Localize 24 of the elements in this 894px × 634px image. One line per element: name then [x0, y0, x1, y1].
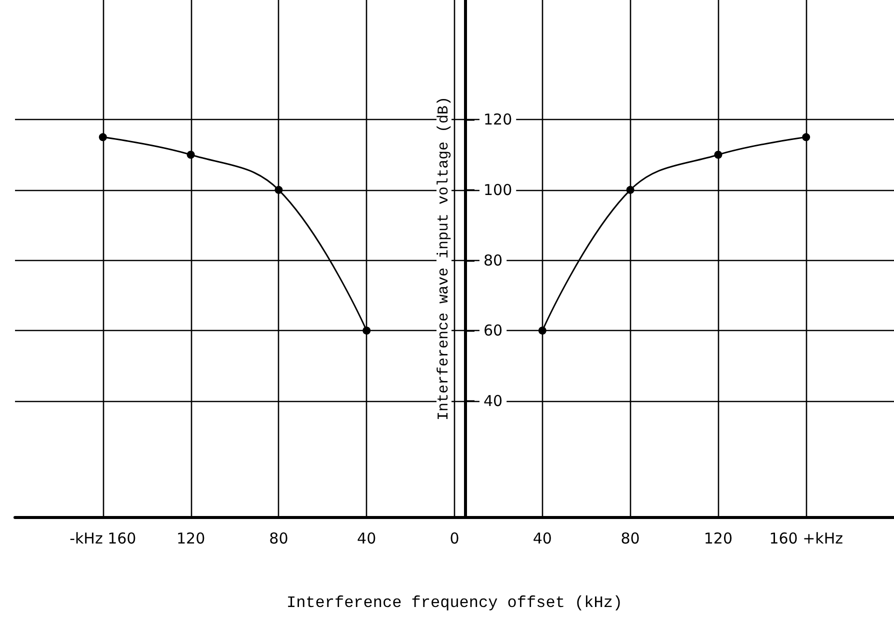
y-axis-title: Interference wave input voltage (dB)	[436, 96, 452, 421]
x-tick-label: 120	[704, 530, 733, 548]
x-axis-title: Interference frequency offset (kHz)	[286, 594, 623, 612]
x-tick-label: 0	[450, 530, 460, 548]
x-tick-label: 40	[532, 530, 552, 548]
x-tick-label: 40	[357, 530, 376, 548]
x-tick-label: 80	[269, 530, 288, 548]
y-tick-label: 60	[484, 322, 503, 340]
x-tick-label: 120	[176, 530, 206, 548]
x-tick-label: 160 +kHz	[769, 530, 844, 548]
x-tick-label: 80	[620, 530, 640, 548]
y-tick-label: 120	[484, 110, 512, 129]
y-tick-label: 40	[484, 392, 503, 410]
point	[714, 150, 722, 159]
point	[186, 150, 195, 159]
x-tick-label: -kHz 160	[70, 530, 136, 548]
point	[362, 326, 371, 335]
point	[538, 326, 546, 335]
point	[98, 133, 107, 142]
point	[802, 133, 810, 142]
point	[274, 186, 283, 194]
y-tick-label: 100	[484, 180, 512, 199]
point	[626, 186, 634, 194]
y-tick-label: 80	[484, 251, 503, 270]
